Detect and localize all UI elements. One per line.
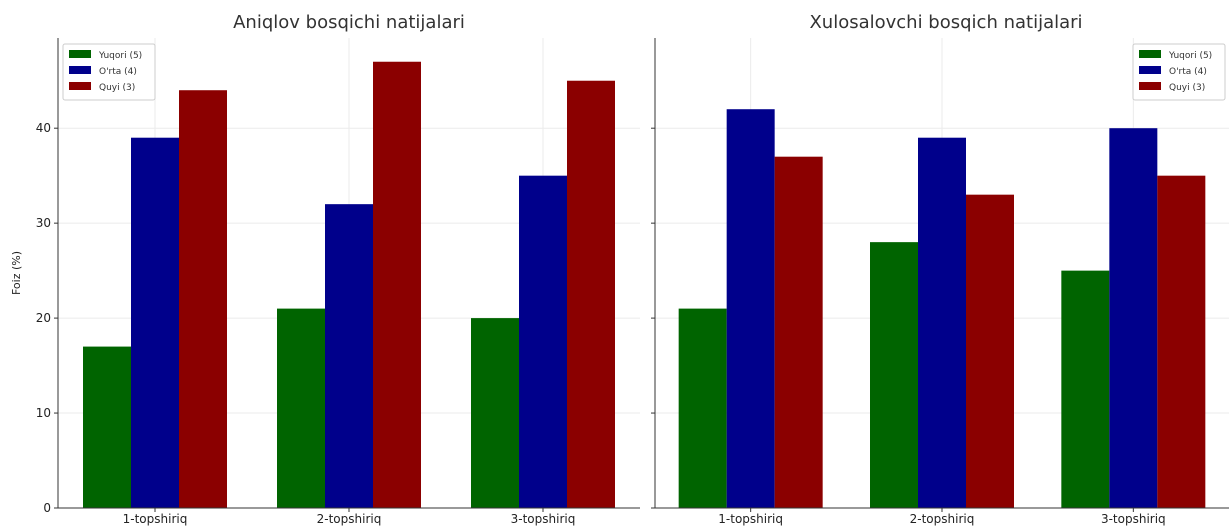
legend: Yuqori (5) O'rta (4) Quyi (3)	[1132, 43, 1226, 101]
bar-o-rta-4-3	[519, 175, 567, 509]
bar-quyi-3-1	[774, 156, 823, 508]
legend-label: O'rta (4)	[1169, 67, 1207, 77]
y-tick-label: 20	[36, 311, 51, 325]
bar-o-rta-4-1	[131, 137, 179, 509]
bar-yuqori-5-2	[277, 308, 325, 508]
legend: Yuqori (5) O'rta (4) Quyi (3)	[62, 43, 156, 101]
legend-swatch	[69, 50, 91, 58]
y-tick-label: 10	[36, 406, 51, 420]
bar-yuqori-5-1	[678, 308, 727, 508]
bar-o-rta-4-2	[918, 137, 966, 509]
bar-o-rta-4-1	[726, 109, 775, 508]
bar-quyi-3-3	[1157, 175, 1206, 509]
x-tick-label: 1-topshiriq	[123, 512, 188, 526]
y-axis-label: Foiz (%)	[10, 251, 23, 295]
y-tick-label: 0	[43, 501, 51, 515]
legend-label: O'rta (4)	[99, 67, 137, 77]
legend-label: Quyi (3)	[99, 83, 135, 93]
bar-o-rta-4-2	[325, 204, 373, 508]
bar-yuqori-5-2	[870, 242, 918, 508]
chart-panel-2: 1-topshiriq 2-topshiriq 3-topshiriq Xulosal…	[651, 12, 1229, 526]
bar-quyi-3-2	[966, 194, 1014, 508]
bar-yuqori-5-1	[83, 346, 131, 508]
x-tick-label: 2-topshiriq	[910, 512, 975, 526]
legend-swatch	[69, 82, 91, 90]
legend-label: Yuqori (5)	[1168, 51, 1212, 61]
x-tick-label: 1-topshiriq	[718, 512, 783, 526]
chart-title: Aniqlov bosqichi natijalari	[233, 12, 465, 33]
y-tick-label: 30	[36, 216, 51, 230]
bar-quyi-3-2	[373, 61, 421, 509]
legend-swatch	[1139, 66, 1161, 74]
legend-swatch	[1139, 50, 1161, 58]
legend-label: Yuqori (5)	[98, 51, 142, 61]
legend-label: Quyi (3)	[1169, 83, 1205, 93]
y-tick-label: 40	[36, 121, 51, 135]
legend-swatch	[69, 66, 91, 74]
x-tick-label: 2-topshiriq	[317, 512, 382, 526]
bar-o-rta-4-3	[1109, 128, 1158, 508]
x-tick-label: 3-topshiriq	[511, 512, 576, 526]
bar-yuqori-5-3	[471, 318, 519, 508]
bar-quyi-3-3	[567, 80, 615, 509]
legend-swatch	[1139, 82, 1161, 90]
bar-yuqori-5-3	[1061, 270, 1110, 508]
chart-panel-1: 0 10 20 30 40 1-topshiriq 2-topshiriq 3-topshir…	[10, 12, 640, 526]
x-tick-label: 3-topshiriq	[1101, 512, 1166, 526]
bar-quyi-3-1	[179, 90, 227, 508]
chart-title: Xulosalovchi bosqich natijalari	[809, 12, 1082, 33]
